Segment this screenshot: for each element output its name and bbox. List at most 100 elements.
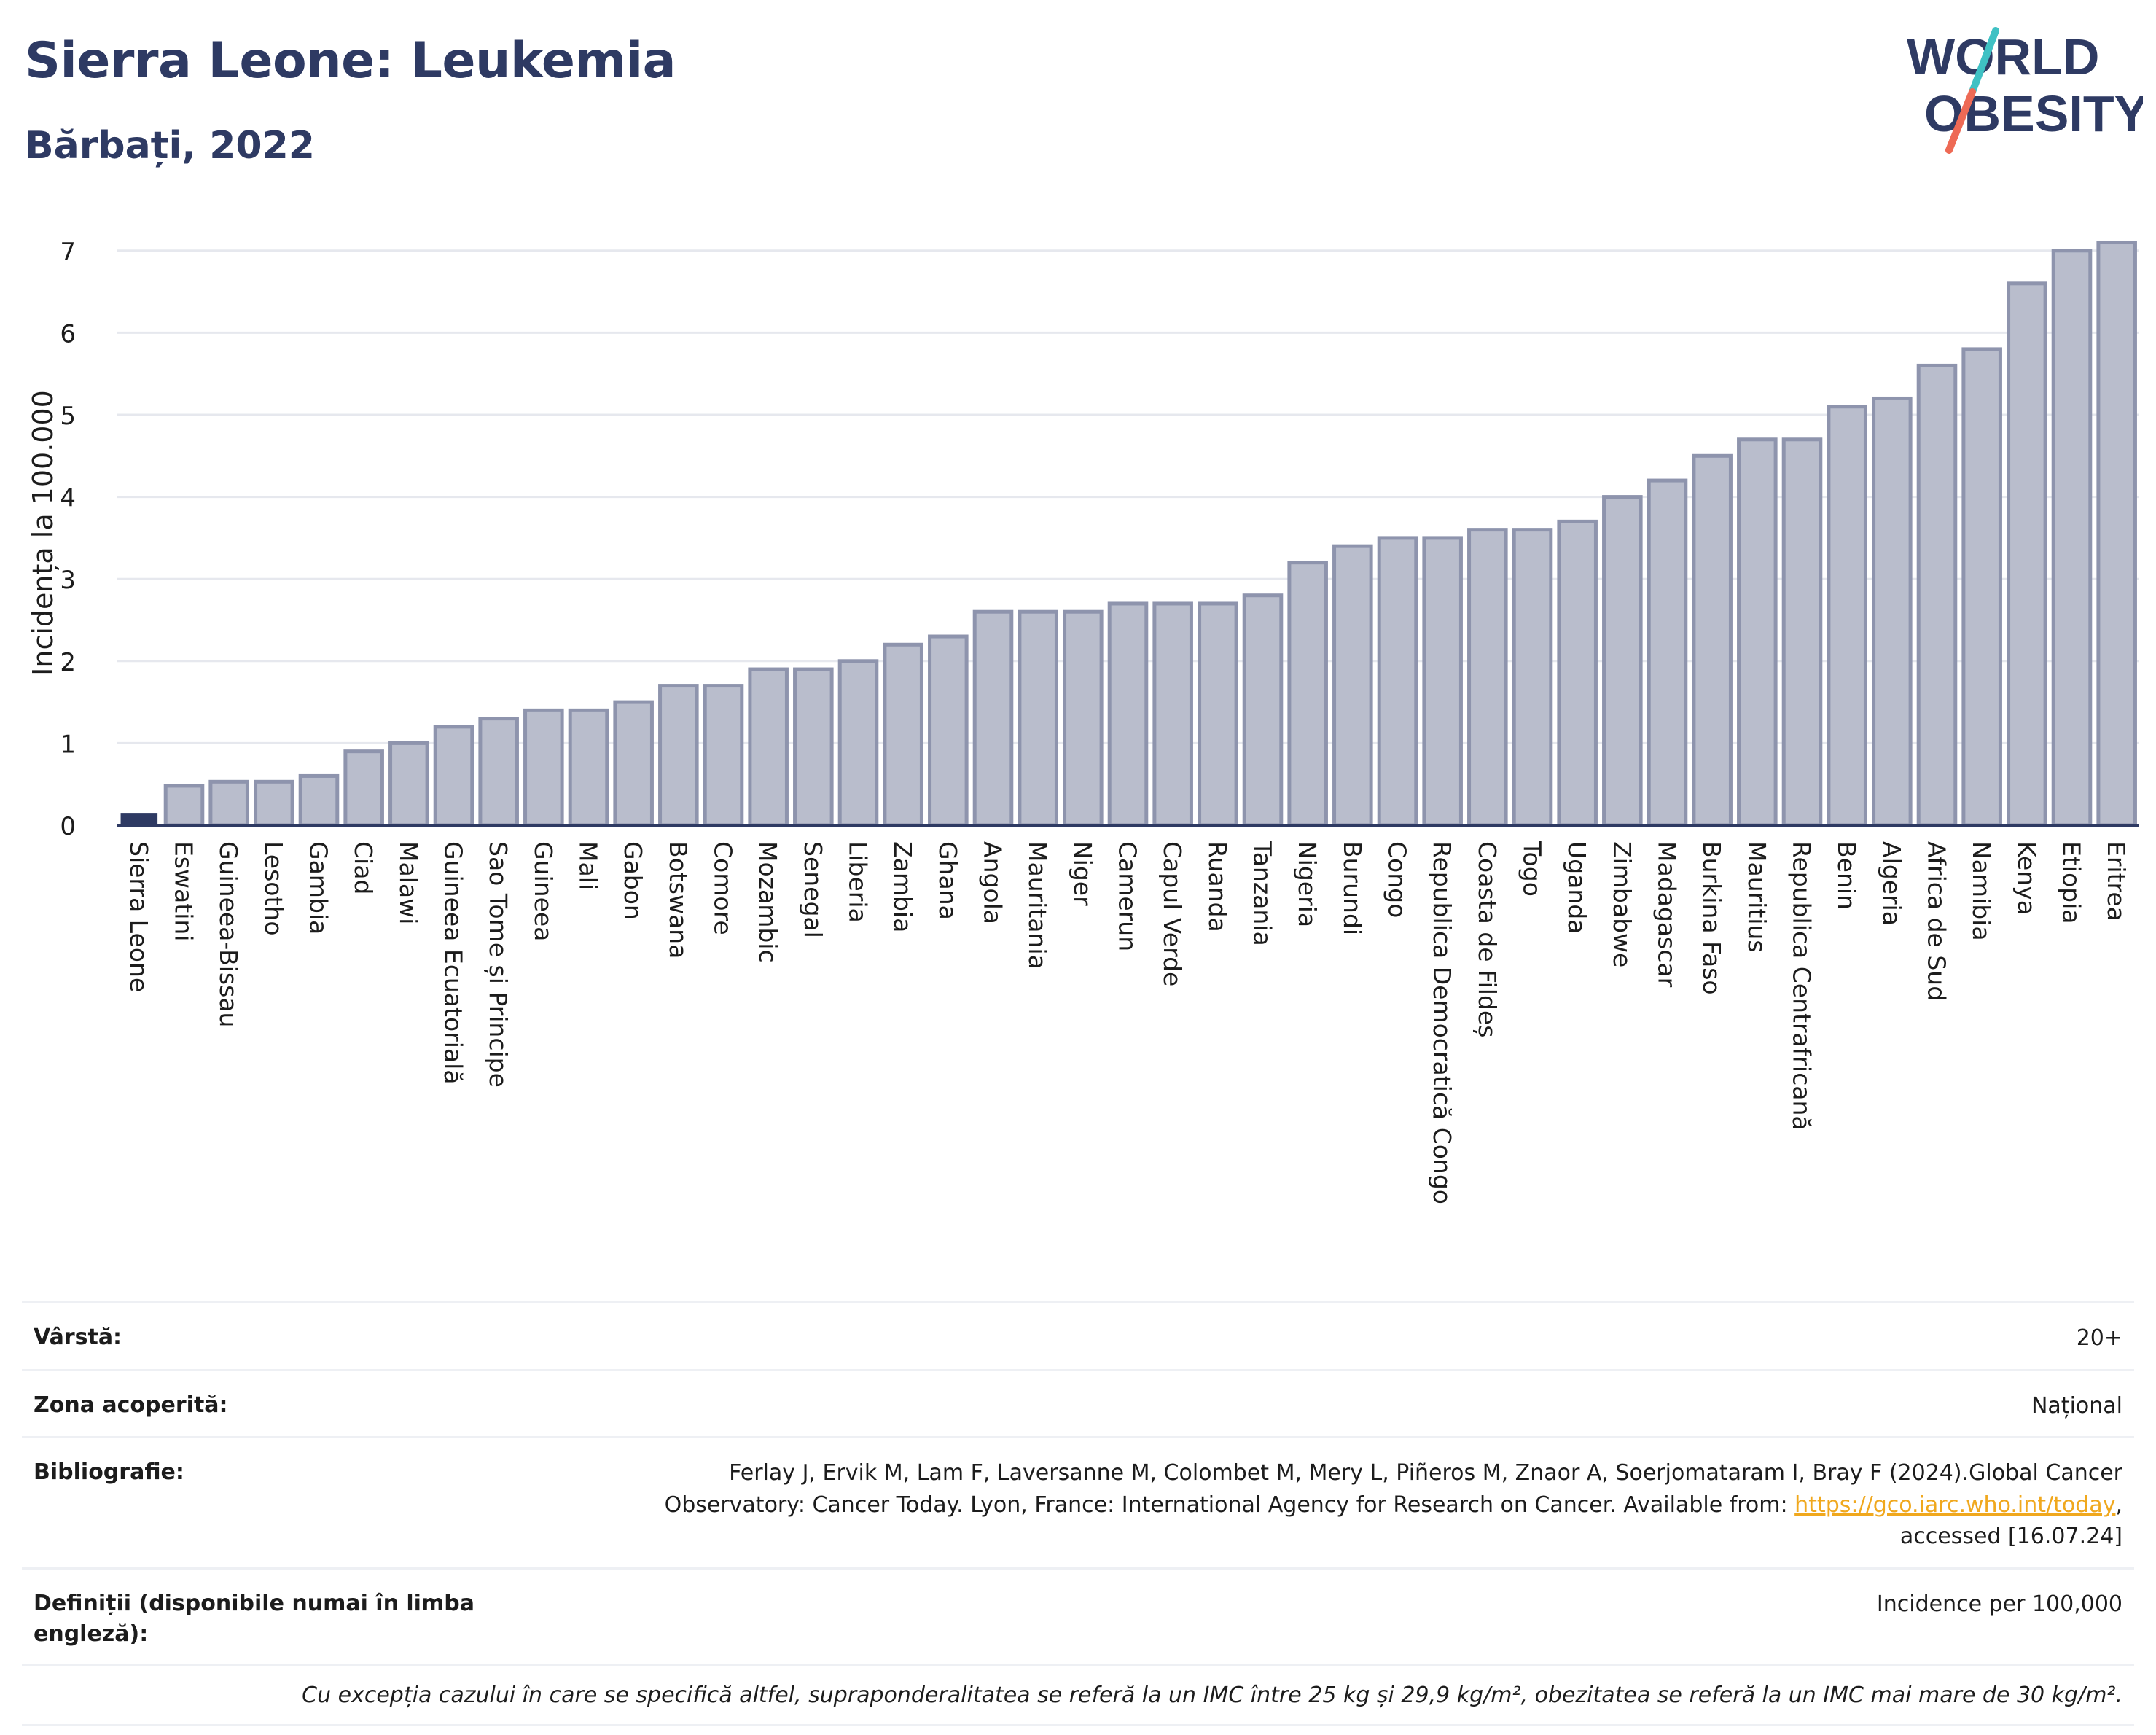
bar (2096, 241, 2137, 827)
bar (1916, 363, 1958, 827)
x-axis-ticks: Sierra Leone Eswatini Guineea-Bissau Lesoth… (125, 841, 2130, 1204)
bar (1242, 593, 1284, 827)
x-tick-label: Camerun (1114, 841, 1142, 951)
bar (748, 667, 789, 827)
x-tick-label: Uganda (1563, 841, 1591, 934)
bar (1692, 453, 1733, 827)
footnote: Cu excepția cazului în care se specifică… (22, 1664, 2134, 1726)
bar (703, 684, 744, 827)
bars (120, 241, 2137, 827)
y-axis-ticks: 0 1 2 3 4 5 6 7 (60, 238, 76, 841)
bar (883, 642, 923, 827)
bibliography-text: Ferlay J, Ervik M, Lam F, Laversanne M, … (664, 1460, 2122, 1518)
x-tick-label: Ciad (349, 841, 378, 894)
bar (1602, 495, 1643, 827)
x-tick-label: Namibia (1967, 841, 1996, 941)
y-tick-label: 5 (60, 402, 76, 431)
x-tick-label: Kenya (2012, 841, 2041, 915)
x-tick-label: Ghana (934, 841, 962, 920)
bar (1827, 405, 1867, 827)
bar (1377, 536, 1418, 827)
y-tick-label: 1 (60, 730, 76, 759)
x-tick-label: Angola (979, 841, 1007, 924)
x-tick-label: Zimbabwe (1608, 841, 1636, 967)
bar (523, 708, 564, 827)
bar (928, 634, 969, 827)
x-tick-label: Comore (709, 841, 738, 935)
bar (1781, 437, 1823, 827)
x-tick-label: Lesotho (259, 841, 288, 936)
bar (1063, 609, 1104, 827)
bar (1512, 528, 1553, 827)
info-row-bibliography: Bibliografie: Ferlay J, Ervik M, Lam F, … (22, 1436, 2134, 1567)
info-row-definitions: Definiții (disponibile numai în limba en… (22, 1567, 2134, 1664)
bar (1422, 536, 1463, 827)
bar (793, 667, 834, 827)
y-tick-label: 6 (60, 319, 76, 348)
age-value: 20+ (2076, 1325, 2122, 1351)
bar (478, 717, 519, 827)
y-tick-label: 3 (60, 566, 76, 595)
bar (613, 700, 654, 827)
bar (2051, 249, 2093, 827)
x-tick-label: Guineea Ecuatorială (440, 841, 468, 1085)
x-tick-label: Africa de Sud (1923, 841, 1951, 1001)
x-tick-label: Algeria (1878, 841, 1906, 926)
bar (433, 725, 474, 827)
bar (972, 609, 1014, 827)
world-obesity-logo: WORLD OBESITY (1907, 27, 2143, 154)
bar (837, 659, 879, 827)
x-tick-label: Eritrea (2102, 841, 2130, 921)
bar (1287, 561, 1328, 827)
y-tick-label: 4 (60, 484, 76, 513)
bar-chart: 0 1 2 3 4 5 6 7 Sierra Leone Eswatini Guineea-Bis… (27, 238, 2139, 1204)
bar (1737, 437, 1778, 827)
x-tick-label: Sao Tome și Principe (484, 841, 512, 1088)
bar (1332, 544, 1373, 827)
bar (1018, 609, 1058, 827)
definitions-value: Incidence per 100,000 (1876, 1591, 2122, 1617)
x-tick-label: Guineea-Bissau (214, 841, 243, 1027)
x-tick-label: Liberia (844, 841, 872, 923)
bibliography-link[interactable]: https://gco.iarc.who.int/today (1794, 1492, 2116, 1518)
x-tick-label: Benin (1832, 841, 1861, 910)
x-tick-label: Senegal (799, 841, 827, 938)
x-tick-label: Ruanda (1203, 841, 1232, 932)
x-tick-label: Madagascar (1653, 841, 1682, 988)
x-tick-label: Mauritania (1023, 841, 1052, 970)
logo-slash-bottom (1945, 88, 1976, 154)
x-tick-label: Mauritius (1743, 841, 1771, 953)
y-tick-label: 7 (60, 238, 76, 267)
x-tick-label: Republica Democratică Congo (1428, 841, 1456, 1204)
age-label: Vârstă: (34, 1325, 122, 1350)
zone-value: Național (2031, 1392, 2122, 1419)
bar (1467, 528, 1508, 827)
info-row-age: Vârstă: 20+ (22, 1301, 2134, 1369)
x-tick-label: Sierra Leone (125, 841, 153, 992)
logo-slash-top (1969, 27, 1999, 95)
x-tick-label: Republica Centrafricană (1788, 841, 1816, 1131)
info-table: Vârstă: 20+ Zona acoperită: Național Bib… (22, 1301, 2134, 1726)
bibliography-accessed: , accessed [16.07.24] (1899, 1492, 2122, 1550)
bar (388, 741, 429, 827)
definitions-label: Definiții (disponibile numai în limba en… (34, 1590, 474, 1647)
bar (1152, 601, 1193, 827)
x-tick-label: Nigeria (1293, 841, 1321, 927)
x-tick-label: Burundi (1338, 841, 1367, 935)
bibliography-label: Bibliografie: (34, 1459, 184, 1485)
x-tick-label: Zambia (888, 841, 917, 932)
bar (254, 779, 294, 827)
y-axis-label: Incidența la 100.000 (27, 390, 59, 676)
x-tick-label: Mozambic (754, 841, 782, 963)
bar (208, 779, 249, 827)
bar (1872, 396, 1913, 827)
x-tick-label: Togo (1518, 841, 1547, 897)
x-tick-label: Malawi (394, 841, 423, 924)
zone-label: Zona acoperită: (34, 1392, 228, 1418)
info-row-zone: Zona acoperită: Național (22, 1368, 2134, 1437)
x-tick-label: Guineea (529, 841, 558, 941)
bar (1557, 519, 1598, 827)
bar (163, 784, 205, 827)
chart-title: Sierra Leone: Leukemia (25, 32, 676, 90)
x-tick-label: Etiopia (2058, 841, 2086, 924)
